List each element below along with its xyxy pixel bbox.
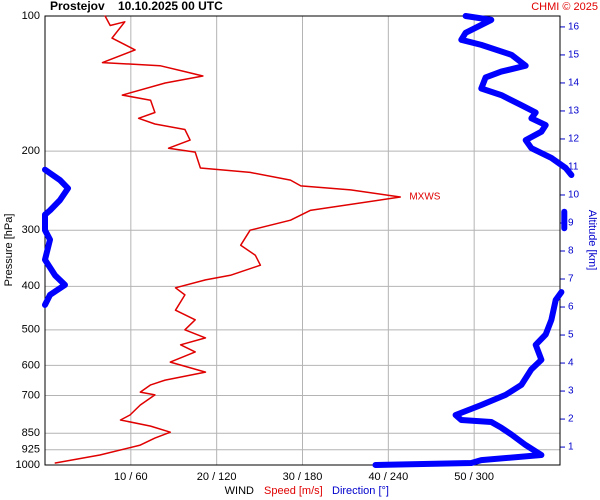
y2-tick-label: 10 <box>568 190 580 201</box>
y2-tick-label: 4 <box>568 358 574 369</box>
y2-tick-label: 8 <box>568 246 574 257</box>
y2-tick-label: 14 <box>568 78 580 89</box>
plot-frame <box>44 15 561 466</box>
y2-tick-label: 1 <box>568 442 574 453</box>
y-tick-label: 300 <box>22 224 40 236</box>
y2-axis-label: Altitude [km] <box>586 210 598 271</box>
y2-tick-label: 16 <box>568 22 580 33</box>
direction-line <box>458 13 575 178</box>
y-tick-label: 925 <box>22 444 40 456</box>
y-tick-label: 200 <box>22 145 40 157</box>
credit: CHMI © 2025 <box>531 1 598 13</box>
direction-line <box>372 289 565 468</box>
x-tick-label: 10 / 60 <box>114 471 148 483</box>
y2-tick-label: 12 <box>568 134 580 145</box>
chart-subtitle: 10.10.2025 00 UTC <box>118 0 223 13</box>
y2-tick-label: 11 <box>568 162 579 173</box>
annotation: MXWS <box>409 192 440 203</box>
y-tick-label: 500 <box>22 324 40 336</box>
speed-line <box>54 15 402 464</box>
x-tick-label: 30 / 180 <box>283 471 323 483</box>
y2-tick-label: 7 <box>568 274 574 285</box>
x-tick-label: 20 / 120 <box>197 471 237 483</box>
y-tick-label: 700 <box>22 389 40 401</box>
y2-tick-label: 2 <box>568 414 574 425</box>
y-tick-label: 400 <box>22 280 40 292</box>
y2-tick-label: 3 <box>568 386 574 397</box>
y-tick-label: 100 <box>22 10 40 22</box>
legend-speed: Speed [m/s] <box>264 485 323 497</box>
y2-tick-label: 9 <box>568 218 574 229</box>
y-axis-label: Pressure [hPa] <box>3 214 15 287</box>
y2-tick-label: 13 <box>568 106 580 117</box>
y-tick-label: 850 <box>22 427 40 439</box>
legend-direction: Direction [°] <box>332 485 389 497</box>
y2-tick-label: 15 <box>568 50 580 61</box>
x-tick-label: 50 / 300 <box>454 471 494 483</box>
y-tick-label: 600 <box>22 359 40 371</box>
chart-title: Prostejov <box>50 0 105 13</box>
x-axis-label: WIND <box>225 485 254 497</box>
y2-tick-label: 6 <box>568 302 574 313</box>
direction-line <box>42 166 71 308</box>
y2-tick-label: 5 <box>568 330 574 341</box>
x-tick-label: 40 / 240 <box>368 471 408 483</box>
y-tick-label: 1000 <box>16 459 40 471</box>
